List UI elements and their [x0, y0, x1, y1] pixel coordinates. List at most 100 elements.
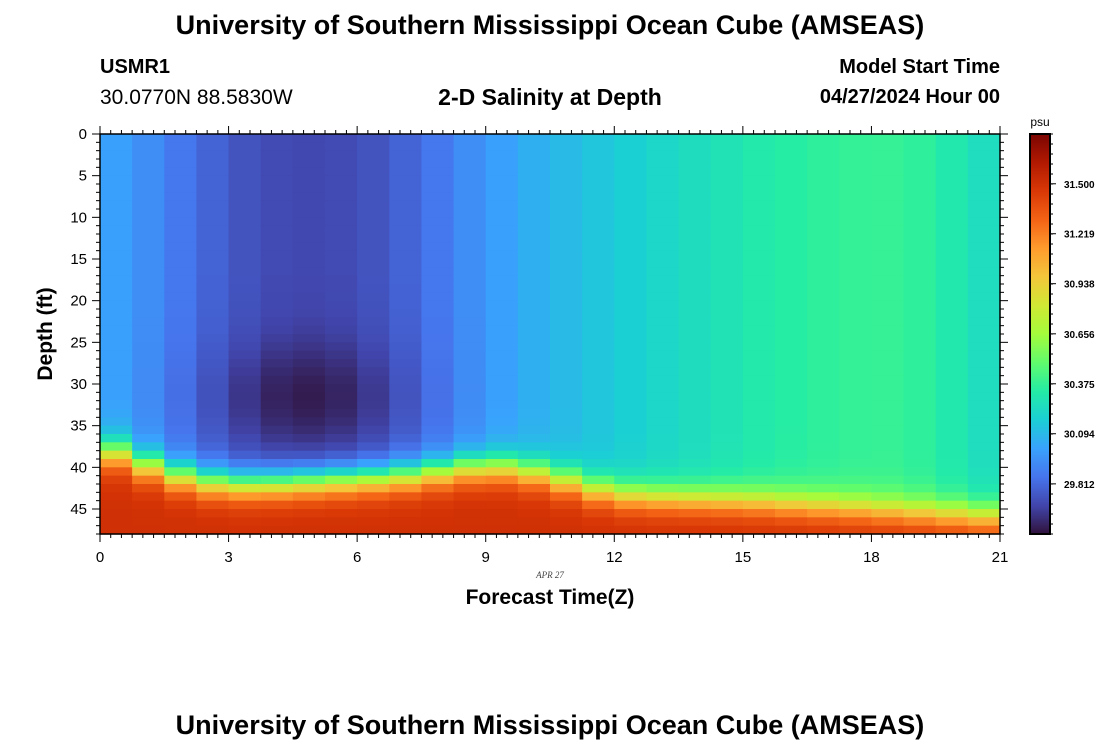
heatmap-cell [871, 525, 905, 535]
heatmap-cell [132, 209, 165, 218]
heatmap-cell [260, 300, 294, 310]
heatmap-cell [903, 384, 937, 393]
heatmap-cell [678, 317, 712, 327]
heatmap-cell [389, 375, 423, 385]
heatmap-cell [228, 317, 262, 327]
heatmap-cell [517, 509, 551, 518]
heatmap-cell [678, 375, 712, 385]
heatmap-cell [967, 334, 1001, 343]
heatmap-cell [839, 467, 873, 477]
heatmap-cell [485, 425, 519, 435]
heatmap-cell [228, 184, 262, 193]
heatmap-cell [678, 359, 712, 368]
heatmap-cell [421, 359, 455, 368]
heatmap-cell [517, 309, 551, 318]
heatmap-cell [453, 275, 487, 285]
heatmap-cell [775, 359, 808, 368]
heatmap-cell [485, 142, 519, 152]
heatmap-cell [614, 425, 648, 435]
heatmap-cell [967, 425, 1001, 435]
heatmap-cell [517, 442, 551, 452]
heatmap-cell [196, 159, 230, 168]
heatmap-cell [678, 142, 712, 152]
heatmap-cell [807, 467, 840, 477]
heatmap-cell [100, 417, 133, 427]
heatmap-cell [421, 184, 455, 193]
heatmap-cell [807, 425, 840, 435]
heatmap-cell [228, 150, 262, 160]
heatmap-cell [807, 484, 840, 493]
heatmap-cell [260, 434, 294, 443]
heatmap-cell [292, 259, 326, 268]
heatmap-cell [646, 425, 680, 435]
heatmap-cell [582, 284, 615, 293]
heatmap-cell [678, 409, 712, 418]
heatmap-cell [357, 300, 390, 310]
heatmap-cell [935, 142, 969, 152]
heatmap-cell [517, 525, 551, 535]
heatmap-cell [260, 417, 294, 427]
heatmap-cell [614, 475, 648, 485]
heatmap-cell [357, 484, 390, 493]
heatmap-cell [614, 392, 648, 402]
heatmap-cell [517, 375, 551, 385]
heatmap-cell [485, 475, 519, 485]
heatmap-cell [678, 350, 712, 360]
heatmap-cell [807, 509, 840, 518]
heatmap-cell [903, 259, 937, 268]
heatmap-cell [646, 209, 680, 218]
heatmap-cell [228, 359, 262, 368]
heatmap-cell [389, 459, 423, 468]
heatmap-cell [967, 367, 1001, 377]
heatmap-cell [100, 392, 133, 402]
heatmap-cell [903, 375, 937, 385]
heatmap-cell [292, 417, 326, 427]
heatmap-cell [614, 284, 648, 293]
heatmap-cell [132, 384, 165, 393]
heatmap-cell [646, 142, 680, 152]
heatmap-cell [132, 500, 165, 510]
heatmap-cell [485, 400, 519, 410]
heatmap-cell [517, 350, 551, 360]
heatmap-cell [517, 400, 551, 410]
heatmap-cell [164, 359, 198, 368]
heatmap-cell [903, 342, 937, 352]
heatmap-cell [485, 334, 519, 343]
heatmap-cell [485, 200, 519, 210]
heatmap-cell [646, 375, 680, 385]
heatmap-cell [453, 267, 487, 277]
heatmap-cell [903, 475, 937, 485]
heatmap-cell [550, 509, 583, 518]
heatmap-cell [260, 459, 294, 468]
heatmap-cell [935, 259, 969, 268]
heatmap-cell [357, 292, 390, 302]
heatmap-cell [646, 234, 680, 243]
heatmap-cell [421, 334, 455, 343]
heatmap-cell [453, 284, 487, 293]
heatmap-cell [164, 175, 198, 185]
heatmap-cell [871, 334, 905, 343]
heatmap-cell [228, 450, 262, 460]
heatmap-cell [325, 409, 358, 418]
heatmap-cell [839, 359, 873, 368]
heatmap-cell [903, 450, 937, 460]
heatmap-cell [357, 159, 390, 168]
heatmap-cell [646, 217, 680, 227]
heatmap-cell [871, 450, 905, 460]
heatmap-cell [614, 517, 648, 527]
heatmap-cell [903, 209, 937, 218]
heatmap-cell [775, 200, 808, 210]
heatmap-cell [582, 475, 615, 485]
heatmap-cell [132, 250, 165, 260]
heatmap-cell [646, 325, 680, 335]
heatmap-cell [292, 384, 326, 393]
heatmap-cell [839, 525, 873, 535]
heatmap-cell [839, 417, 873, 427]
heatmap-cell [839, 167, 873, 177]
heatmap-cell [967, 484, 1001, 493]
heatmap-cell [678, 525, 712, 535]
heatmap-cell [967, 259, 1001, 268]
heatmap-cell [517, 517, 551, 527]
heatmap-cell [678, 392, 712, 402]
heatmap-cell [357, 225, 390, 235]
